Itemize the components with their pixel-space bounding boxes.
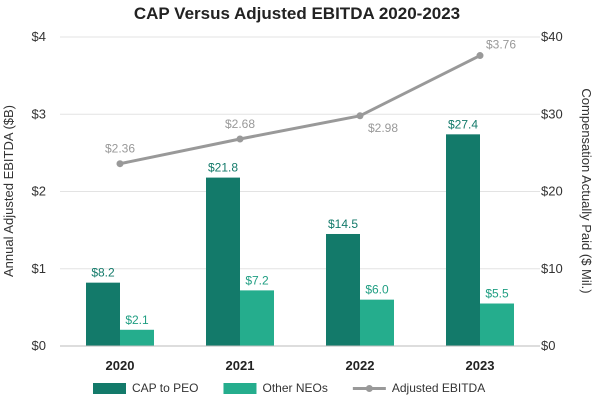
ebitda-point bbox=[236, 135, 244, 143]
right-tick-label: $40 bbox=[541, 29, 563, 44]
bar-value-label: $5.5 bbox=[485, 287, 509, 301]
ebitda-point bbox=[116, 160, 124, 168]
chart-title: CAP Versus Adjusted EBITDA 2020-2023 bbox=[134, 4, 460, 23]
left-tick-label: $4 bbox=[32, 29, 46, 44]
category-label: 2022 bbox=[346, 358, 375, 373]
bar-value-label: $7.2 bbox=[245, 273, 269, 287]
bar-value-label: $21.8 bbox=[208, 161, 238, 175]
bars-layer: $8.2 $2.1 $21.8 $7.2 $14.5 $6.0 $27.4 $5.5 bbox=[86, 117, 514, 346]
right-tick-label: $30 bbox=[541, 106, 563, 121]
right-axis-ticks: $0 $10 $20 $30 $40 bbox=[541, 29, 563, 353]
legend-swatch-marker bbox=[365, 385, 373, 392]
bar-value-label: $6.0 bbox=[365, 283, 389, 297]
ebitda-line bbox=[119, 54, 481, 166]
bar-value-label: $2.1 bbox=[125, 313, 149, 327]
left-tick-label: $3 bbox=[32, 106, 46, 121]
right-axis-label: Compensation Actually Paid ($ Mil.) bbox=[579, 88, 594, 293]
left-tick-label: $2 bbox=[32, 184, 46, 199]
left-axis-ticks: $0 $1 $2 $3 $4 bbox=[32, 29, 46, 353]
bar-value-label: $27.4 bbox=[448, 117, 478, 131]
ebitda-value-label: $2.98 bbox=[368, 121, 398, 135]
legend-swatch bbox=[93, 383, 126, 394]
bar-other-neos bbox=[240, 290, 274, 346]
ebitda-value-label: $3.76 bbox=[486, 38, 516, 52]
category-labels: 2020 2021 2022 2023 bbox=[106, 358, 495, 373]
left-tick-label: $0 bbox=[32, 338, 46, 353]
bar-value-label: $14.5 bbox=[328, 217, 358, 231]
right-tick-label: $0 bbox=[541, 338, 555, 353]
left-axis-label: Annual Adjusted EBITDA ($B) bbox=[1, 105, 16, 277]
left-tick-label: $1 bbox=[32, 261, 46, 276]
legend-label: CAP to PEO bbox=[132, 381, 198, 395]
legend-label: Adjusted EBITDA bbox=[392, 381, 485, 395]
ebitda-point bbox=[356, 112, 364, 120]
ebitda-point bbox=[476, 52, 484, 60]
bar-cap-to-peo bbox=[326, 233, 360, 346]
bar-cap-to-peo bbox=[206, 177, 240, 346]
bar-other-neos bbox=[120, 329, 154, 346]
ebitda-value-label: $2.36 bbox=[105, 142, 135, 156]
bar-value-label: $8.2 bbox=[91, 266, 115, 280]
right-tick-label: $20 bbox=[541, 184, 563, 199]
bar-cap-to-peo bbox=[86, 282, 120, 346]
category-label: 2023 bbox=[466, 358, 495, 373]
category-label: 2021 bbox=[226, 358, 255, 373]
legend-label: Other NEOs bbox=[262, 381, 327, 395]
ebitda-value-label: $2.68 bbox=[225, 117, 255, 131]
legend: CAP to PEO Other NEOs Adjusted EBITDA bbox=[93, 381, 485, 395]
line-series-layer: $2.36 $2.68 $2.98 $3.76 bbox=[105, 38, 516, 168]
bar-other-neos bbox=[480, 303, 514, 346]
legend-swatch bbox=[223, 383, 257, 394]
bar-other-neos bbox=[360, 299, 394, 346]
bar-cap-to-peo bbox=[446, 134, 480, 346]
category-label: 2020 bbox=[106, 358, 135, 373]
right-tick-label: $10 bbox=[541, 261, 563, 276]
